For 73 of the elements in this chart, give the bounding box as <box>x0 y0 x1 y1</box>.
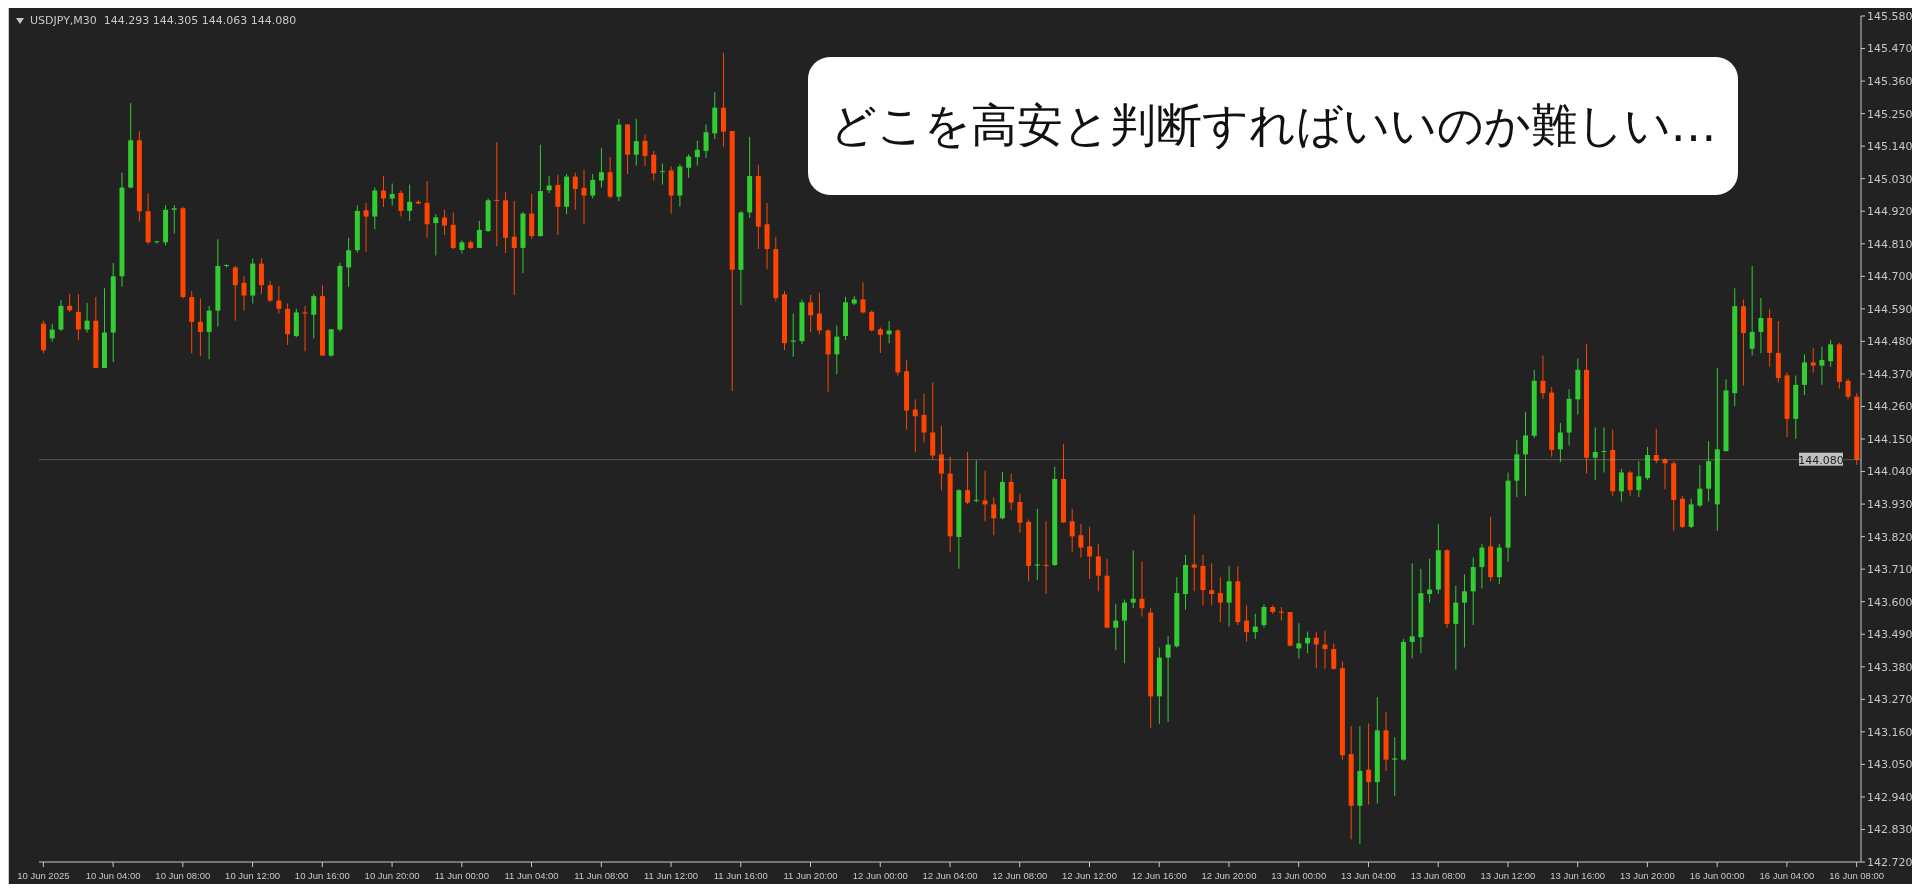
candlestick <box>1601 427 1607 473</box>
x-tick-label: 13 Jun 16:00 <box>1550 870 1606 881</box>
x-tick-label: 10 Jun 16:00 <box>294 870 350 881</box>
candlestick <box>1392 737 1398 797</box>
candlestick <box>171 205 177 234</box>
x-tick-label: 12 Jun 08:00 <box>992 870 1048 881</box>
x-tick-label: 16 Jun 08:00 <box>1829 870 1885 881</box>
x-tick-label: 13 Jun 20:00 <box>1619 870 1675 881</box>
ref-line-label: 144.080 <box>1798 453 1844 467</box>
candlestick <box>973 460 979 503</box>
candlestick <box>494 142 500 247</box>
candlestick <box>1130 550 1136 609</box>
y-tick-label: 145.470 <box>1867 42 1913 56</box>
y-tick-label: 143.270 <box>1867 693 1913 707</box>
y-tick-label: 142.940 <box>1867 790 1913 804</box>
y-tick-label: 145.360 <box>1867 74 1913 88</box>
x-tick-label: 12 Jun 04:00 <box>922 870 978 881</box>
y-tick-label: 143.490 <box>1867 628 1913 642</box>
x-tick-label: 13 Jun 08:00 <box>1410 870 1466 881</box>
x-tick-label: 16 Jun 00:00 <box>1689 870 1745 881</box>
y-tick-label: 143.600 <box>1867 595 1913 609</box>
y-tick-label: 143.160 <box>1867 725 1913 739</box>
x-tick-label: 11 Jun 12:00 <box>643 870 699 881</box>
x-tick-label: 10 Jun 20:00 <box>364 870 420 881</box>
x-tick-label: 11 Jun 04:00 <box>504 870 559 881</box>
candlestick <box>1209 563 1215 606</box>
y-tick-label: 144.260 <box>1867 400 1913 414</box>
y-tick-label: 144.370 <box>1867 367 1913 381</box>
candlestick <box>1278 607 1284 621</box>
candlestick <box>1034 508 1040 581</box>
x-tick-label: 10 Jun 08:00 <box>155 870 211 881</box>
x-tick-label: 12 Jun 00:00 <box>852 870 908 881</box>
x-tick-label: 12 Jun 20:00 <box>1201 870 1257 881</box>
y-tick-label: 143.820 <box>1867 530 1913 544</box>
y-tick-label: 145.250 <box>1867 107 1913 121</box>
y-tick-label: 144.700 <box>1867 270 1913 284</box>
candlestick <box>1043 521 1049 594</box>
chart-title: USDJPY,M30 144.293 144.305 144.063 144.080 <box>30 14 297 27</box>
y-tick-label: 144.920 <box>1867 205 1913 219</box>
x-tick-label: 11 Jun 20:00 <box>783 870 838 881</box>
x-tick-label: 12 Jun 16:00 <box>1131 870 1187 881</box>
y-tick-label: 143.380 <box>1867 660 1913 674</box>
y-tick-label: 144.150 <box>1867 432 1913 446</box>
y-tick-label: 145.140 <box>1867 140 1913 154</box>
y-tick-label: 144.590 <box>1867 302 1913 316</box>
y-tick-label: 143.050 <box>1867 758 1913 772</box>
annotation: どこを高安と判断すればいいのか難しい… <box>829 97 1717 154</box>
candlestick <box>1191 514 1197 592</box>
y-tick-label: 144.810 <box>1867 237 1913 251</box>
y-tick-label: 144.480 <box>1867 335 1913 349</box>
y-tick-label: 142.720 <box>1867 855 1913 869</box>
x-tick-label: 10 Jun 2025 <box>17 870 70 881</box>
y-tick-label: 145.030 <box>1867 172 1913 186</box>
x-tick-label: 11 Jun 16:00 <box>713 870 768 881</box>
candlestick <box>790 313 796 357</box>
candlestick <box>659 163 665 185</box>
x-tick-label: 10 Jun 04:00 <box>85 870 141 881</box>
candlestick <box>1409 563 1415 659</box>
y-tick-label: 143.710 <box>1867 563 1913 577</box>
y-tick-label: 144.040 <box>1867 465 1913 479</box>
x-tick-label: 13 Jun 04:00 <box>1340 870 1396 881</box>
candlestick <box>302 305 308 352</box>
x-tick-label: 11 Jun 08:00 <box>574 870 629 881</box>
x-tick-label: 16 Jun 04:00 <box>1759 870 1815 881</box>
y-tick-label: 142.830 <box>1867 823 1913 837</box>
x-tick-label: 13 Jun 12:00 <box>1480 870 1536 881</box>
candlestick <box>1427 558 1433 603</box>
y-tick-label: 145.580 <box>1867 9 1913 23</box>
x-tick-label: 12 Jun 12:00 <box>1062 870 1117 881</box>
x-tick-label: 13 Jun 00:00 <box>1271 870 1327 881</box>
x-tick-label: 11 Jun 00:00 <box>434 870 489 881</box>
x-tick-label: 10 Jun 12:00 <box>225 870 281 881</box>
y-tick-label: 143.930 <box>1867 497 1913 511</box>
